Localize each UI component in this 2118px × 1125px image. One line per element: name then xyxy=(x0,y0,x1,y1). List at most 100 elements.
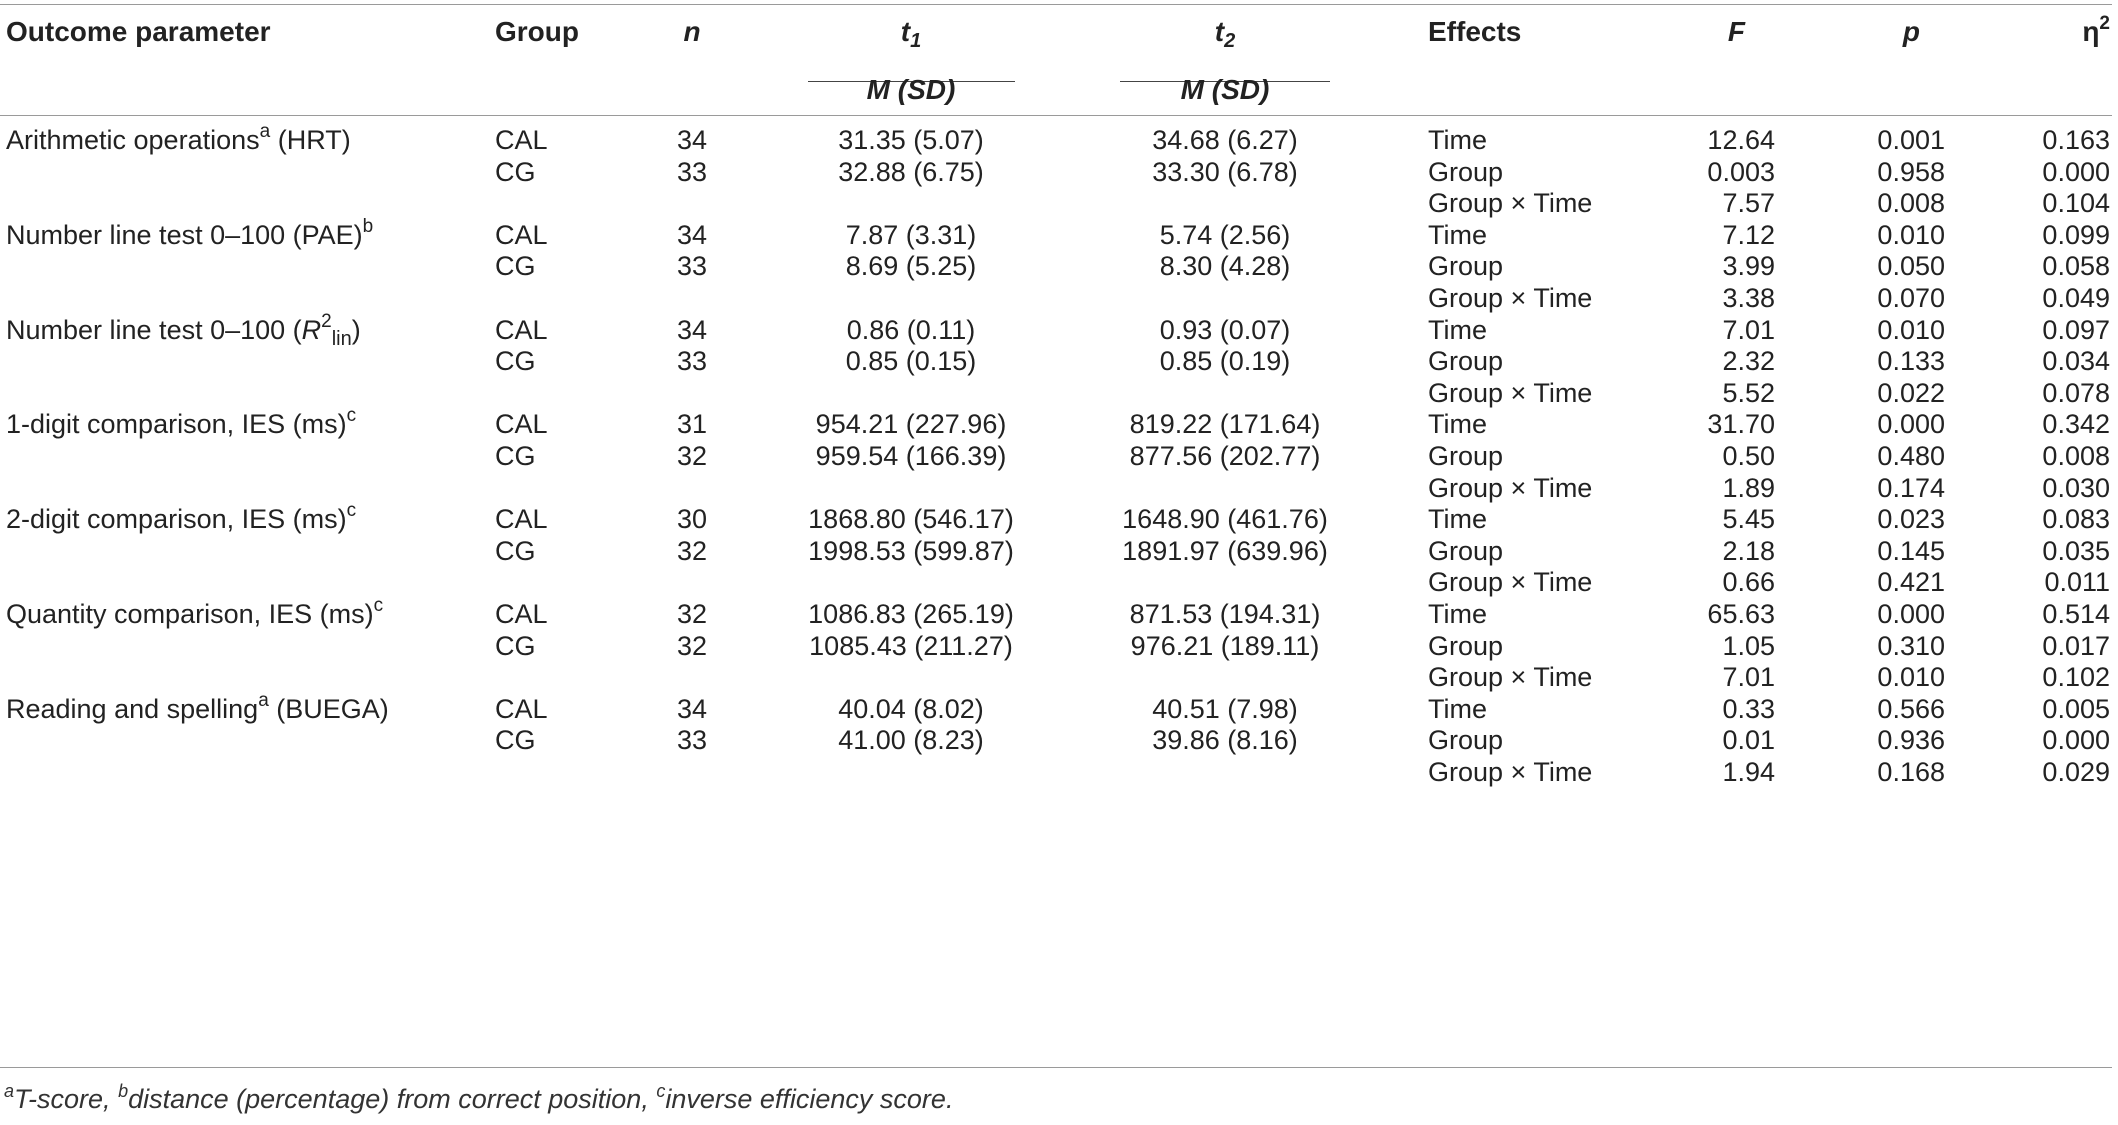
cell-n: 34 xyxy=(676,220,708,250)
cell-group: CG xyxy=(495,346,536,376)
cell-eta: 0.078 xyxy=(2042,378,2110,408)
cell-t1: 32.88 (6.75) xyxy=(838,157,984,187)
cell-effect: Group × Time xyxy=(1428,283,1593,313)
header-effects: Effects xyxy=(1428,16,1522,47)
cell-p: 0.421 xyxy=(1877,567,1945,597)
row-outcome: 1-digit comparison, IES (ms)c xyxy=(6,405,356,444)
cell-n: 32 xyxy=(676,631,708,661)
cell-t1: 1085.43 (211.27) xyxy=(809,631,1013,661)
header-msd-t2: M (SD) xyxy=(1180,74,1270,105)
header-n: n xyxy=(683,16,701,47)
t2-underline xyxy=(1120,81,1330,82)
cell-effect: Time xyxy=(1428,694,1487,724)
cell-t1: 41.00 (8.23) xyxy=(838,725,984,755)
row-outcome: Number line test 0–100 (R2lin) xyxy=(6,311,361,350)
cell-effect: Group xyxy=(1428,631,1504,661)
cell-p: 0.010 xyxy=(1877,315,1945,345)
cell-F: 7.01 xyxy=(1722,315,1775,345)
cell-n: 32 xyxy=(676,441,708,471)
cell-p: 0.022 xyxy=(1877,378,1945,408)
header-outcome: Outcome parameter xyxy=(6,16,271,47)
cell-effect: Group xyxy=(1428,346,1504,376)
cell-F: 2.18 xyxy=(1722,536,1775,566)
cell-F: 1.89 xyxy=(1722,473,1775,503)
cell-t2: 0.93 (0.07) xyxy=(1159,315,1291,345)
outcome-r-sup: 2 xyxy=(321,311,332,332)
cell-group: CAL xyxy=(495,599,548,629)
cell-F: 12.64 xyxy=(1707,125,1775,155)
row-outcome: Number line test 0–100 (PAE)b xyxy=(6,216,373,255)
cell-n: 33 xyxy=(676,157,708,187)
cell-eta: 0.005 xyxy=(2042,694,2110,724)
cell-t2: 34.68 (6.27) xyxy=(1152,125,1298,155)
cell-effect: Group xyxy=(1428,441,1504,471)
header-p: p xyxy=(1902,16,1920,47)
cell-t2: 976.21 (189.11) xyxy=(1130,631,1320,661)
cell-t1: 1868.80 (546.17) xyxy=(808,504,1014,534)
cell-eta: 0.099 xyxy=(2042,220,2110,250)
footnote-c-text: inverse efficiency score. xyxy=(665,1084,954,1114)
header-eta-base: η xyxy=(2082,16,2100,47)
cell-F: 3.99 xyxy=(1722,251,1775,281)
cell-p: 0.480 xyxy=(1877,441,1945,471)
outcome-label: 1-digit comparison, IES (ms) xyxy=(6,409,347,439)
outcome-label: Number line test 0–100 (PAE) xyxy=(6,220,363,250)
cell-t1: 954.21 (227.96) xyxy=(815,409,1007,439)
outcome-r: R xyxy=(301,315,322,345)
cell-group: CG xyxy=(495,725,536,755)
outcome-prefix: Number line test 0–100 ( xyxy=(6,315,302,345)
cell-F: 3.38 xyxy=(1722,283,1775,313)
cell-t2: 1891.97 (639.96) xyxy=(1122,536,1328,566)
cell-F: 7.12 xyxy=(1722,220,1775,250)
cell-F: 0.66 xyxy=(1722,567,1775,597)
cell-effect: Time xyxy=(1428,504,1487,534)
cell-t1: 31.35 (5.07) xyxy=(838,125,984,155)
cell-eta: 0.342 xyxy=(2042,409,2110,439)
row-outcome: Arithmetic operationsa (HRT) xyxy=(6,121,351,160)
cell-eta: 0.011 xyxy=(2044,567,2110,597)
cell-t1: 1086.83 (265.19) xyxy=(808,599,1014,629)
cell-p: 0.023 xyxy=(1877,504,1945,534)
cell-p: 0.566 xyxy=(1877,694,1945,724)
top-rule xyxy=(0,4,2112,5)
footnote-a-text: T-score, xyxy=(14,1084,119,1114)
cell-effect: Group × Time xyxy=(1428,378,1593,408)
cell-p: 0.174 xyxy=(1877,473,1945,503)
t1-underline xyxy=(808,81,1015,82)
cell-group: CAL xyxy=(495,220,548,250)
cell-F: 0.50 xyxy=(1722,441,1775,471)
footnote-b-text: distance (percentage) from correct posit… xyxy=(128,1084,657,1114)
cell-F: 0.003 xyxy=(1707,157,1775,187)
cell-F: 1.94 xyxy=(1722,757,1775,787)
cell-eta: 0.097 xyxy=(2042,315,2110,345)
cell-F: 5.52 xyxy=(1722,378,1775,408)
cell-t1: 8.69 (5.25) xyxy=(845,251,977,281)
footnote-a-mark: a xyxy=(4,1081,15,1101)
cell-n: 31 xyxy=(676,409,708,439)
cell-group: CG xyxy=(495,631,536,661)
cell-eta: 0.102 xyxy=(2042,662,2110,692)
cell-F: 1.05 xyxy=(1722,631,1775,661)
cell-p: 0.145 xyxy=(1877,536,1945,566)
outcome-suffix: ) xyxy=(351,315,361,345)
cell-group: CAL xyxy=(495,315,548,345)
cell-group: CG xyxy=(495,157,536,187)
cell-t1: 0.86 (0.11) xyxy=(846,315,976,345)
cell-eta: 0.029 xyxy=(2042,757,2110,787)
cell-effect: Group × Time xyxy=(1428,757,1593,787)
header-t1-sub: 1 xyxy=(910,30,922,52)
cell-F: 0.01 xyxy=(1722,725,1775,755)
cell-n: 33 xyxy=(676,725,708,755)
outcome-tail: (HRT) xyxy=(270,125,351,155)
row-outcome: Quantity comparison, IES (ms)c xyxy=(6,595,383,634)
cell-group: CAL xyxy=(495,694,548,724)
cell-n: 33 xyxy=(676,346,708,376)
cell-p: 0.310 xyxy=(1877,631,1945,661)
cell-effect: Group × Time xyxy=(1428,188,1593,218)
cell-eta: 0.034 xyxy=(2042,346,2110,376)
outcome-label: Quantity comparison, IES (ms) xyxy=(6,599,374,629)
cell-effect: Group × Time xyxy=(1428,567,1593,597)
outcome-label: Reading and spelling xyxy=(6,694,259,724)
cell-t2: 1648.90 (461.76) xyxy=(1122,504,1328,534)
cell-n: 34 xyxy=(676,315,708,345)
